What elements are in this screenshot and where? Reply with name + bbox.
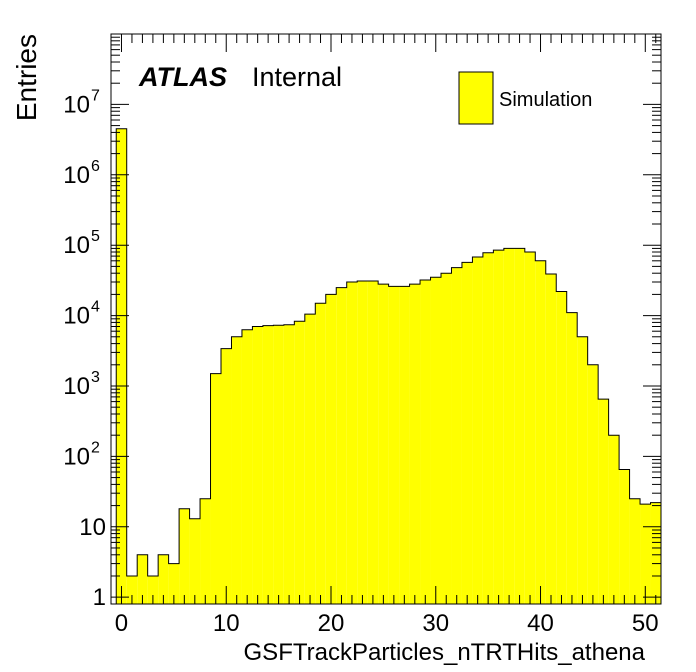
histogram-bin	[461, 262, 473, 604]
histogram-bin	[147, 575, 159, 604]
histogram-bin	[430, 277, 441, 604]
histogram-bin	[493, 250, 504, 604]
x-tick-label: 0	[115, 610, 128, 637]
y-tick-label: 10	[63, 162, 90, 189]
histogram-bin	[619, 469, 630, 604]
histogram-bin	[650, 502, 661, 604]
histogram-bin	[545, 273, 557, 604]
x-axis-title: GSFTrackParticles_nTRTHits_athena	[244, 639, 646, 666]
histogram-bin	[126, 575, 138, 604]
histogram-bin	[608, 435, 620, 604]
y-tick-label: 10	[63, 232, 90, 259]
y-tick-label: 1	[93, 584, 106, 611]
legend-label: Simulation	[499, 89, 592, 111]
atlas-label-internal: Internal	[252, 62, 342, 92]
histogram-bin	[399, 286, 410, 604]
histogram-bin	[252, 326, 263, 604]
histogram-bin	[200, 498, 211, 604]
histogram-bin	[273, 325, 284, 604]
y-axis-title: Entries	[11, 34, 42, 121]
histogram-bin	[441, 273, 452, 604]
histogram-bin	[378, 284, 389, 604]
histogram-bin	[472, 256, 483, 604]
histogram-bin	[420, 280, 431, 604]
histogram-bin	[336, 287, 347, 604]
histogram-bin	[158, 554, 169, 604]
y-tick-label-exponent: 5	[91, 228, 100, 245]
axis-ticks	[110, 33, 661, 604]
y-tick-label-exponent: 7	[91, 87, 100, 104]
y-tick-label-exponent: 4	[91, 299, 100, 316]
y-tick-label: 10	[63, 443, 90, 470]
histogram-bin	[409, 284, 421, 604]
histogram-bin	[168, 563, 180, 604]
histogram-bin	[629, 498, 641, 604]
y-tick-label-exponent: 2	[91, 439, 100, 456]
histogram-bin	[482, 252, 494, 605]
y-tick-label: 10	[63, 373, 90, 400]
y-tick-label: 10	[63, 91, 90, 118]
atlas-label-bold: ATLAS	[138, 62, 227, 92]
histogram-bin	[451, 267, 462, 604]
histogram-bin	[315, 303, 326, 604]
histogram-bin	[524, 252, 536, 605]
x-tick-labels: 0 10 20 30 40 50	[115, 610, 659, 637]
histogram-bin	[598, 399, 609, 604]
atlas-label: ATLAS Internal	[138, 62, 342, 92]
histogram-bin	[367, 280, 379, 604]
y-tick-label: 10	[63, 303, 90, 330]
legend-swatch	[458, 71, 494, 125]
y-tick-label: 10	[79, 514, 106, 541]
histogram-bin	[325, 294, 337, 604]
histogram-bin	[221, 348, 232, 604]
histogram-bin	[231, 336, 242, 604]
histogram-bin	[294, 321, 305, 604]
histogram-bin	[640, 504, 651, 604]
histogram-bin	[304, 314, 316, 604]
histogram-bin	[262, 325, 274, 604]
histogram-bin	[357, 280, 368, 604]
histogram-bin	[189, 518, 201, 604]
x-tick-label: 10	[213, 610, 240, 637]
x-tick-label: 40	[527, 610, 554, 637]
histogram-bin	[179, 508, 190, 604]
histogram-bin	[535, 260, 546, 604]
histogram-bin	[556, 291, 567, 604]
histogram-bin	[241, 329, 253, 604]
histogram-bin	[514, 248, 525, 604]
histogram-bin	[388, 286, 400, 604]
x-tick-label: 50	[632, 610, 659, 637]
histogram-bin	[137, 554, 148, 604]
histogram-bin	[346, 282, 358, 604]
histogram-bin	[577, 336, 588, 604]
histogram-bin	[587, 364, 599, 604]
histogram-bin	[566, 312, 578, 604]
histogram-bin	[210, 373, 221, 604]
histogram-outline	[115, 128, 662, 604]
histogram-bins	[115, 128, 662, 605]
legend: Simulation	[458, 71, 592, 125]
histogram-bin	[116, 128, 127, 604]
histogram-bin	[503, 248, 515, 604]
x-tick-label: 20	[318, 610, 345, 637]
histogram-bin	[283, 324, 295, 604]
y-tick-label-exponent: 3	[91, 369, 100, 386]
y-tick-label-exponent: 6	[91, 158, 100, 175]
x-tick-label: 30	[422, 610, 449, 637]
